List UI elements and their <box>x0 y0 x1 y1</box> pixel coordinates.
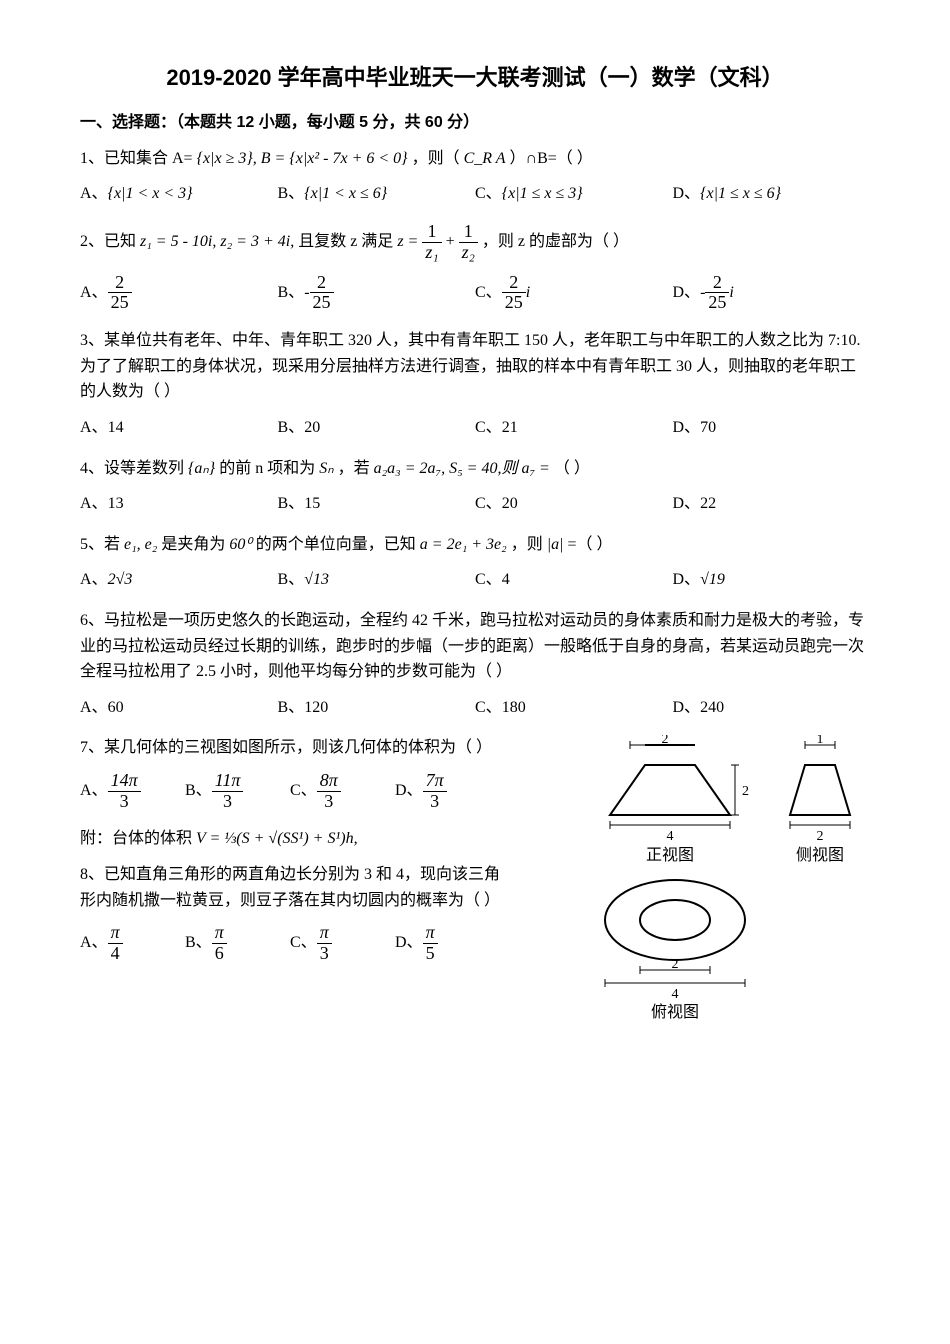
section-1-header: 一、选择题：（本题共 12 小题，每小题 5 分，共 60 分） <box>80 110 870 136</box>
question-1: 1、已知集合 A= {x|x ≥ 3}, B = {x|x² - 7x + 6 … <box>80 146 870 172</box>
svg-text:2: 2 <box>817 829 824 844</box>
svg-text:俯视图: 俯视图 <box>651 1003 699 1021</box>
q1-text: ，则（ <box>412 150 460 167</box>
option-a: A、π4 <box>80 923 185 964</box>
q3-options: A、14 B、20 C、21 D、70 <box>80 415 870 441</box>
option-b: B、π6 <box>185 923 290 964</box>
option-a: A、60 <box>80 695 278 721</box>
option-b: B、-225 <box>278 273 476 314</box>
option-c: C、{x|1 ≤ x ≤ 3} <box>475 181 673 207</box>
option-d: D、-225i <box>673 273 871 314</box>
option-d: D、π5 <box>395 923 500 964</box>
svg-text:侧视图: 侧视图 <box>796 846 844 864</box>
q1-text: ）∩B=（ ） <box>510 150 593 167</box>
q1-set: {x|x ≥ 3}, B = {x|x² - 7x + 6 < 0} <box>197 150 408 167</box>
q1-cra: C_R A <box>464 150 506 167</box>
q7-options: A、14π3 B、11π3 C、8π3 D、7π3 <box>80 771 500 812</box>
option-a: A、14π3 <box>80 771 185 812</box>
question-5: 5、若 e₁, e₂ 是夹角为 60⁰ 的两个单位向量，已知 a = 2e₁ +… <box>80 532 870 558</box>
option-b: B、11π3 <box>185 771 290 812</box>
q2-text: 2、已知 <box>80 233 136 250</box>
option-b: B、120 <box>278 695 476 721</box>
svg-text:4: 4 <box>667 829 674 844</box>
option-a: A、225 <box>80 273 278 314</box>
svg-text:2: 2 <box>662 735 669 747</box>
q2-z: z₁ = 5 - 10i, z₂ = 3 + 4i, <box>140 233 294 250</box>
option-b: B、√13 <box>278 567 476 593</box>
option-d: D、7π3 <box>395 771 500 812</box>
option-a: A、13 <box>80 491 278 517</box>
option-c: C、21 <box>475 415 673 441</box>
svg-text:1: 1 <box>817 735 824 747</box>
question-8: 8、已知直角三角形的两直角边长分别为 3 和 4，现向该三角形内随机撒一粒黄豆，… <box>80 862 510 913</box>
fraction: 1z₁ <box>422 222 441 263</box>
q6-options: A、60 B、120 C、180 D、240 <box>80 695 870 721</box>
option-c: C、180 <box>475 695 673 721</box>
svg-text:2: 2 <box>742 784 749 799</box>
fraction: 1z₂ <box>459 222 478 263</box>
option-d: D、240 <box>673 695 871 721</box>
option-c: C、225i <box>475 273 673 314</box>
option-a: A、{x|1 < x < 3} <box>80 181 278 207</box>
option-c: C、20 <box>475 491 673 517</box>
option-c: C、π3 <box>290 923 395 964</box>
option-d: D、{x|1 ≤ x ≤ 6} <box>673 181 871 207</box>
svg-text:2: 2 <box>672 957 679 972</box>
q8-options: A、π4 B、π6 C、π3 D、π5 <box>80 923 500 964</box>
option-b: B、{x|1 < x ≤ 6} <box>278 181 476 207</box>
option-b: B、20 <box>278 415 476 441</box>
option-b: B、15 <box>278 491 476 517</box>
option-a: A、2√3 <box>80 567 278 593</box>
three-view-figures: 2 2 4 正视图 1 2 侧视图 <box>580 735 870 1025</box>
option-d: D、22 <box>673 491 871 517</box>
svg-text:正视图: 正视图 <box>646 846 694 864</box>
question-3: 3、某单位共有老年、中年、青年职工 320 人，其中有青年职工 150 人，老年… <box>80 328 870 405</box>
question-4: 4、设等差数列 {aₙ} 的前 n 项和为 Sₙ ，若 a₂a₃ = 2a₇, … <box>80 456 870 482</box>
option-d: D、70 <box>673 415 871 441</box>
svg-text:4: 4 <box>672 987 679 1002</box>
question-6: 6、马拉松是一项历史悠久的长跑运动，全程约 42 千米，跑马拉松对运动员的身体素… <box>80 608 870 685</box>
option-c: C、8π3 <box>290 771 395 812</box>
top-view: 2 4 俯视图 <box>580 865 780 1025</box>
option-d: D、√19 <box>673 567 871 593</box>
page-title: 2019-2020 学年高中毕业班天一大联考测试（一）数学（文科） <box>80 60 870 95</box>
q1-options: A、{x|1 < x < 3} B、{x|1 < x ≤ 6} C、{x|1 ≤… <box>80 181 870 207</box>
front-side-views: 2 2 4 正视图 1 2 侧视图 <box>580 735 870 865</box>
option-c: C、4 <box>475 567 673 593</box>
q2-options: A、225 B、-225 C、225i D、-225i <box>80 273 870 314</box>
option-a: A、14 <box>80 415 278 441</box>
q4-options: A、13 B、15 C、20 D、22 <box>80 491 870 517</box>
q5-options: A、2√3 B、√13 C、4 D、√19 <box>80 567 870 593</box>
question-2: 2、已知 z₁ = 5 - 10i, z₂ = 3 + 4i, 且复数 z 满足… <box>80 222 870 263</box>
q1-text: 1、已知集合 A= <box>80 150 193 167</box>
